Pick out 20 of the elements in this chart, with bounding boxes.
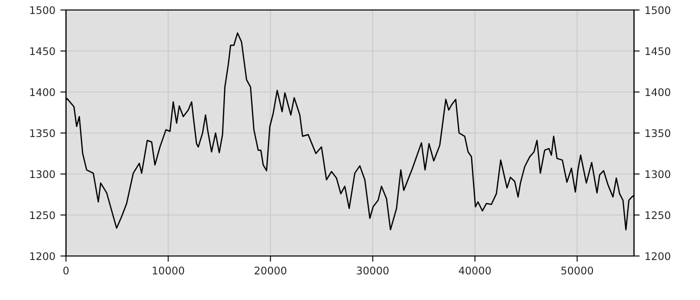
y-tick-label: 1350 (30, 129, 55, 138)
y2-tick-label: 1250 (646, 211, 670, 220)
y-tick-label: 1400 (30, 88, 55, 96)
y-tick-label: 1250 (30, 211, 55, 220)
x-tick-label: 20000 (254, 266, 286, 274)
y2-tick-label: 1200 (646, 252, 670, 260)
y2-tick-label: 1300 (646, 170, 670, 178)
y2-tick-label: 1400 (646, 88, 670, 96)
x-tick-label: 10000 (152, 266, 184, 274)
y2-tick-label: 1450 (646, 47, 670, 56)
y2-tick-label: 1500 (646, 6, 670, 14)
x-tick-label: 50000 (561, 266, 594, 274)
x-tick-label: 40000 (458, 266, 491, 274)
y-tick-label: 1300 (30, 170, 55, 178)
y-tick-label: 1200 (30, 252, 55, 260)
x-tick-label: 30000 (356, 266, 389, 274)
y2-tick-label: 1350 (646, 129, 670, 138)
y-tick-label: 1450 (30, 47, 55, 56)
y-tick-label: 1500 (30, 6, 55, 14)
x-tick-label: 0 (63, 266, 69, 274)
